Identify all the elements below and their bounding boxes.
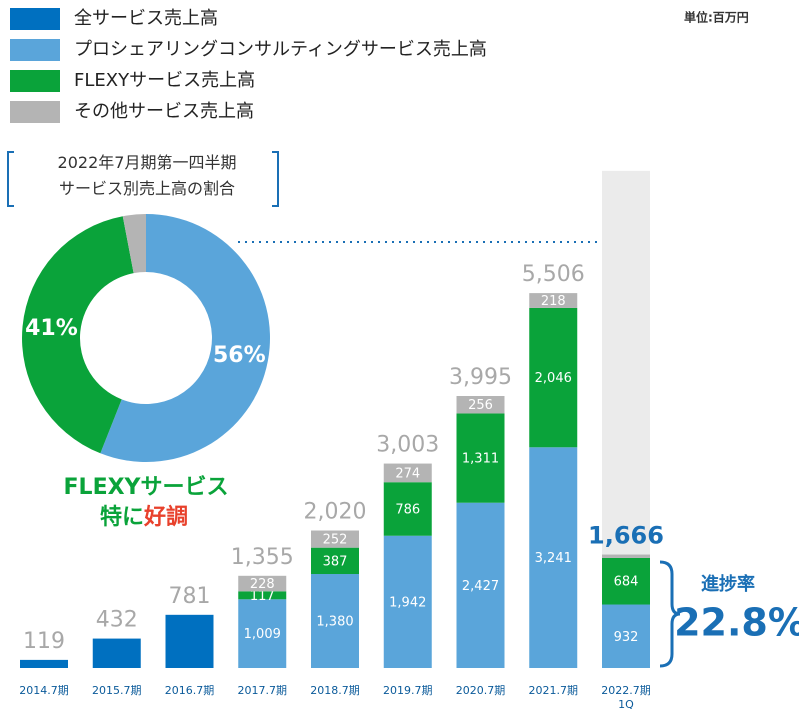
total-label: 3,003 xyxy=(376,433,439,458)
total-label: 781 xyxy=(169,584,211,609)
x-tick-label: 2019.7期 xyxy=(383,684,433,697)
legend-swatch xyxy=(10,39,60,61)
x-tick-label: 2014.7期 xyxy=(19,684,69,697)
progress-bracket xyxy=(659,560,681,668)
value-label: 1,942 xyxy=(389,595,426,610)
x-tick-label: 2016.7期 xyxy=(164,684,215,697)
bar-segment xyxy=(529,307,578,448)
value-label: 1,380 xyxy=(316,615,353,630)
legend-swatch xyxy=(10,70,60,92)
x-tick-label: 2022.7期 1Q xyxy=(601,684,651,709)
value-label: 932 xyxy=(614,630,639,645)
total-label: 1,355 xyxy=(231,545,294,570)
title-bracket xyxy=(7,151,279,207)
annotation: 特に xyxy=(100,504,144,530)
bar-segment xyxy=(238,575,287,592)
bar-segment xyxy=(529,293,578,308)
legend-label: 全サービス売上高 xyxy=(74,8,218,29)
x-tick-label: 2021.7期 xyxy=(528,684,579,697)
value-label: 117 xyxy=(250,589,275,604)
bar-segment xyxy=(456,413,505,503)
legend-label: その他サービス売上高 xyxy=(74,101,254,122)
donut-slice xyxy=(100,214,271,462)
donut-slice xyxy=(22,216,134,454)
bar-segment xyxy=(311,574,359,668)
donut-slice xyxy=(122,214,146,274)
bar-segment xyxy=(383,482,432,536)
total-label: 3,995 xyxy=(449,365,512,390)
bar-segment xyxy=(383,463,432,483)
value-label: 2,046 xyxy=(535,371,572,386)
value-label: 2,427 xyxy=(462,579,499,594)
value-label: 786 xyxy=(395,502,420,517)
value-label: 1,009 xyxy=(244,627,281,642)
bar-segment xyxy=(456,502,505,668)
value-label: 218 xyxy=(541,294,566,309)
legend-swatch xyxy=(10,101,60,123)
x-tick-label: 2018.7期 xyxy=(310,684,360,697)
value-label: 387 xyxy=(323,554,348,569)
value-label: 684 xyxy=(614,575,639,590)
value-label: 3,241 xyxy=(535,551,572,566)
donut-title: 2022年7月期第一四半期 サービス別売上高の割合 xyxy=(57,153,237,198)
legend-label: プロシェアリングコンサルティングサービス売上高 xyxy=(74,39,487,60)
total-label: 1,666 xyxy=(588,522,664,550)
x-tick-label: 2017.7期 xyxy=(237,684,288,697)
bar-segment xyxy=(456,396,505,414)
bar-segment xyxy=(383,535,432,668)
annotation: 好調 xyxy=(143,504,188,530)
progress-label: 進捗率 xyxy=(701,573,755,595)
total-label: 119 xyxy=(23,629,65,654)
bar-segment xyxy=(20,659,68,668)
value-label: 228 xyxy=(250,577,275,592)
legend-label: FLEXYサービス売上高 xyxy=(74,70,255,91)
value-label: 1,311 xyxy=(462,452,499,467)
total-label: 2,020 xyxy=(304,500,367,525)
total-label: 432 xyxy=(96,608,138,633)
bar-segment xyxy=(602,554,650,558)
bar-segment xyxy=(311,530,359,548)
unit: 単位:百万円 xyxy=(684,10,749,25)
bar-segment xyxy=(311,547,359,575)
bar-segment xyxy=(238,591,287,600)
bar-segment xyxy=(529,447,578,668)
donut-label: 56% xyxy=(213,343,266,368)
bar-segment xyxy=(602,557,650,605)
bar-segment xyxy=(92,638,141,668)
donut-label: 41% xyxy=(25,316,78,341)
value-label: 252 xyxy=(323,533,348,548)
x-tick-label: 2015.7期 xyxy=(92,684,142,697)
bar-segment xyxy=(165,614,214,668)
total-label: 5,506 xyxy=(522,262,585,287)
legend-swatch xyxy=(10,8,60,30)
value-label: 274 xyxy=(395,466,420,481)
bar-segment xyxy=(602,604,650,668)
value-label: 256 xyxy=(468,398,493,413)
progress-value: 22.8% xyxy=(674,601,799,645)
x-tick-label: 2020.7期 xyxy=(455,684,506,697)
annotation: FLEXYサービス xyxy=(64,475,229,500)
bar-segment xyxy=(238,599,287,668)
